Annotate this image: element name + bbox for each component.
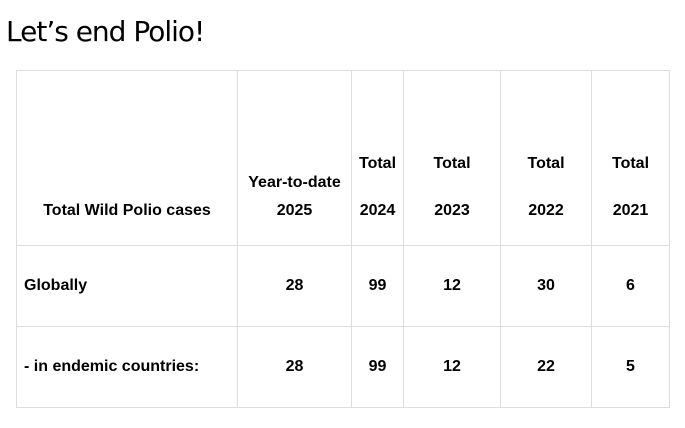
table-row-endemic: - in endemic countries: 28 99 12 22 5: [16, 326, 670, 408]
header-ytd-2025: Year-to-date 2025: [237, 70, 352, 246]
table-row-globally: Globally 28 99 12 30 6: [16, 245, 670, 327]
header-total-2024: Total 2024: [351, 70, 404, 246]
header-total-2022: Total 2022: [500, 70, 592, 246]
table-cell: 99: [351, 326, 404, 408]
table-cell: 22: [500, 326, 592, 408]
page-title: Let’s end Polio!: [6, 15, 205, 48]
header-total-2021: Total 2021: [591, 70, 670, 246]
header-total-2023: Total 2023: [403, 70, 501, 246]
table-cell: 12: [403, 326, 501, 408]
table-cell: 5: [591, 326, 670, 408]
table-cell: 6: [591, 245, 670, 327]
row-label-globally: Globally: [16, 245, 238, 327]
table-cell: 99: [351, 245, 404, 327]
header-corner-label: Total Wild Polio cases: [16, 70, 238, 246]
table-header-row: Total Wild Polio cases Year-to-date 2025…: [16, 70, 670, 246]
polio-cases-table: Total Wild Polio cases Year-to-date 2025…: [16, 70, 670, 408]
table-cell: 28: [237, 326, 352, 408]
table-cell: 30: [500, 245, 592, 327]
table-cell: 28: [237, 245, 352, 327]
row-label-endemic: - in endemic countries:: [16, 326, 238, 408]
table-cell: 12: [403, 245, 501, 327]
